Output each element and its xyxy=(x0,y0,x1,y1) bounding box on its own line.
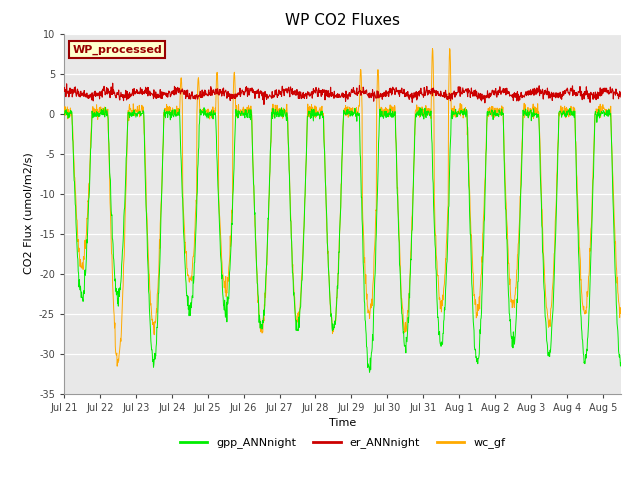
er_ANNnight xyxy=(171,87,179,93)
gpp_ANNnight xyxy=(617,360,625,365)
wc_gf xyxy=(617,306,625,312)
gpp_ANNnight xyxy=(482,150,490,156)
wc_gf xyxy=(544,315,552,321)
X-axis label: Time: Time xyxy=(329,418,356,428)
Line: gpp_ANNnight: gpp_ANNnight xyxy=(64,108,621,372)
wc_gf xyxy=(221,283,229,289)
gpp_ANNnight xyxy=(365,370,373,375)
Y-axis label: CO2 Flux (umol/m2/s): CO2 Flux (umol/m2/s) xyxy=(24,153,33,275)
er_ANNnight xyxy=(260,102,268,108)
Line: er_ANNnight: er_ANNnight xyxy=(64,83,621,105)
wc_gf xyxy=(161,113,168,119)
wc_gf xyxy=(113,363,121,369)
gpp_ANNnight xyxy=(161,107,168,113)
Text: WP_processed: WP_processed xyxy=(72,44,162,55)
gpp_ANNnight xyxy=(544,350,552,356)
wc_gf xyxy=(171,110,179,116)
wc_gf xyxy=(482,150,490,156)
er_ANNnight xyxy=(617,94,625,100)
er_ANNnight xyxy=(482,94,490,99)
Legend: gpp_ANNnight, er_ANNnight, wc_gf: gpp_ANNnight, er_ANNnight, wc_gf xyxy=(175,433,509,453)
wc_gf xyxy=(272,104,280,110)
gpp_ANNnight xyxy=(272,107,280,112)
gpp_ANNnight xyxy=(221,308,229,313)
gpp_ANNnight xyxy=(171,110,179,116)
wc_gf xyxy=(60,110,68,116)
gpp_ANNnight xyxy=(102,105,109,110)
Title: WP CO2 Fluxes: WP CO2 Fluxes xyxy=(285,13,400,28)
gpp_ANNnight xyxy=(60,111,68,117)
er_ANNnight xyxy=(544,89,552,95)
er_ANNnight xyxy=(60,88,68,94)
er_ANNnight xyxy=(109,80,116,86)
er_ANNnight xyxy=(221,89,229,95)
er_ANNnight xyxy=(161,92,168,97)
er_ANNnight xyxy=(272,90,280,96)
wc_gf xyxy=(429,46,436,51)
Line: wc_gf: wc_gf xyxy=(64,48,621,366)
